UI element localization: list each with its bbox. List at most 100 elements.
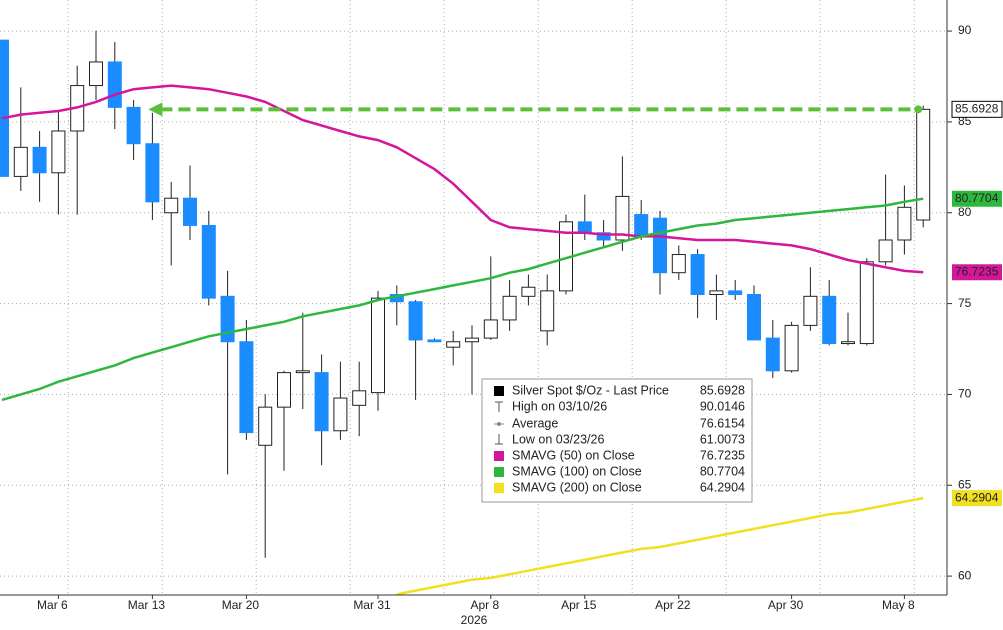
legend-icon (494, 483, 504, 493)
candle-body (615, 195, 630, 241)
legend-value: 80.7704 (700, 464, 745, 478)
candle-body (803, 295, 818, 326)
x-tick-label: Apr 15 (561, 598, 597, 612)
price-tag-label: 64.2904 (955, 490, 999, 504)
price-tag-label: 80.7704 (955, 191, 999, 205)
candle-body (220, 295, 235, 343)
candle-body (634, 214, 649, 236)
y-tick-label: 80 (958, 205, 972, 219)
candle-body (427, 339, 442, 343)
candle-body (577, 221, 592, 234)
candle-body (671, 254, 686, 274)
legend-value: 61.0073 (700, 432, 745, 446)
candle-body (502, 295, 517, 321)
y-tick-label: 90 (958, 23, 972, 37)
candle-body (765, 337, 780, 372)
legend-value: 90.0146 (700, 399, 745, 413)
candle-body (126, 106, 141, 145)
x-tick-label: Mar 6 (37, 598, 68, 612)
legend: Silver Spot $/Oz - Last Price 85.6928 Hi… (481, 378, 753, 503)
price-tag-label: 85.6928 (955, 101, 999, 115)
candle-body (521, 286, 536, 297)
candle-body (295, 370, 310, 374)
x-tick-label: Apr 8 (470, 598, 499, 612)
candle-body (333, 397, 348, 432)
legend-label: Low on 03/23/26 (512, 432, 604, 446)
candle-body (822, 295, 837, 345)
price-tag (952, 264, 1002, 281)
legend-icon (494, 451, 504, 461)
x-tick-label: Mar 20 (222, 598, 260, 612)
y-tick-label: 65 (958, 477, 972, 491)
candle-body (897, 206, 912, 241)
sma-line (1, 84, 924, 274)
legend-icon (494, 386, 504, 396)
legend-icon (495, 434, 503, 445)
price-tag (951, 100, 1003, 118)
legend-value: 76.7235 (700, 448, 745, 462)
x-axis-year: 2026 (461, 613, 488, 627)
candle-body (653, 217, 667, 274)
candle-body (841, 341, 855, 345)
legend-icon (494, 467, 504, 477)
sma-line (396, 496, 924, 596)
price-tag (952, 490, 1002, 507)
candle-body (277, 372, 291, 408)
y-tick-label: 60 (958, 568, 972, 582)
target-dot (914, 105, 923, 114)
x-tick-label: Apr 30 (768, 598, 804, 612)
candle-body (859, 261, 874, 345)
candle-body (728, 290, 743, 296)
legend-icon (497, 422, 501, 426)
y-tick-label: 75 (958, 296, 972, 310)
candle-body (709, 290, 724, 296)
candle-body (878, 239, 893, 263)
candle-body (107, 61, 122, 108)
legend-label: High on 03/10/26 (512, 399, 607, 413)
candle-body (690, 254, 705, 296)
legend-label: Average (512, 416, 558, 430)
legend-value: 64.2904 (700, 480, 745, 494)
candle-body (747, 294, 761, 341)
y-tick-label: 70 (958, 387, 972, 401)
legend-value: 76.6154 (700, 416, 745, 430)
candle-body (540, 290, 555, 332)
candle-body (465, 337, 479, 343)
target-arrow (148, 102, 163, 117)
legend-label: SMAVG (50) on Close (512, 448, 635, 462)
x-tick-label: Mar 31 (353, 598, 391, 612)
candle-body (314, 372, 329, 432)
legend-label: SMAVG (100) on Close (512, 464, 642, 478)
candle-body (32, 146, 47, 174)
x-tick-label: May 8 (882, 598, 915, 612)
candle-body (784, 324, 799, 372)
candle-body (916, 108, 931, 221)
sma-line (1, 197, 924, 402)
candle-body (164, 197, 179, 214)
x-tick-label: Apr 22 (655, 598, 691, 612)
candle-body (483, 319, 498, 339)
candle-body (145, 143, 160, 203)
plot (0, 30, 931, 596)
candle-body (13, 146, 28, 177)
candle-body (596, 232, 611, 241)
candle-body (352, 390, 367, 406)
legend-label: Silver Spot $/Oz - Last Price (512, 383, 669, 397)
candle-body (446, 341, 461, 348)
candle-body (201, 224, 216, 299)
candle-body (258, 406, 273, 446)
candle-body (239, 341, 254, 434)
candle-body (183, 197, 197, 226)
candle-body (0, 39, 9, 177)
price-tag (952, 190, 1002, 207)
price-tag-label: 76.7235 (955, 264, 999, 278)
legend-box (481, 378, 753, 503)
x-tick-label: Mar 13 (128, 598, 166, 612)
candle-body (89, 61, 103, 87)
legend-icon (495, 401, 503, 412)
candle-body (51, 130, 66, 174)
legend-label: SMAVG (200) on Close (512, 480, 642, 494)
candle-body (371, 297, 385, 394)
legend-value: 85.6928 (700, 383, 745, 397)
